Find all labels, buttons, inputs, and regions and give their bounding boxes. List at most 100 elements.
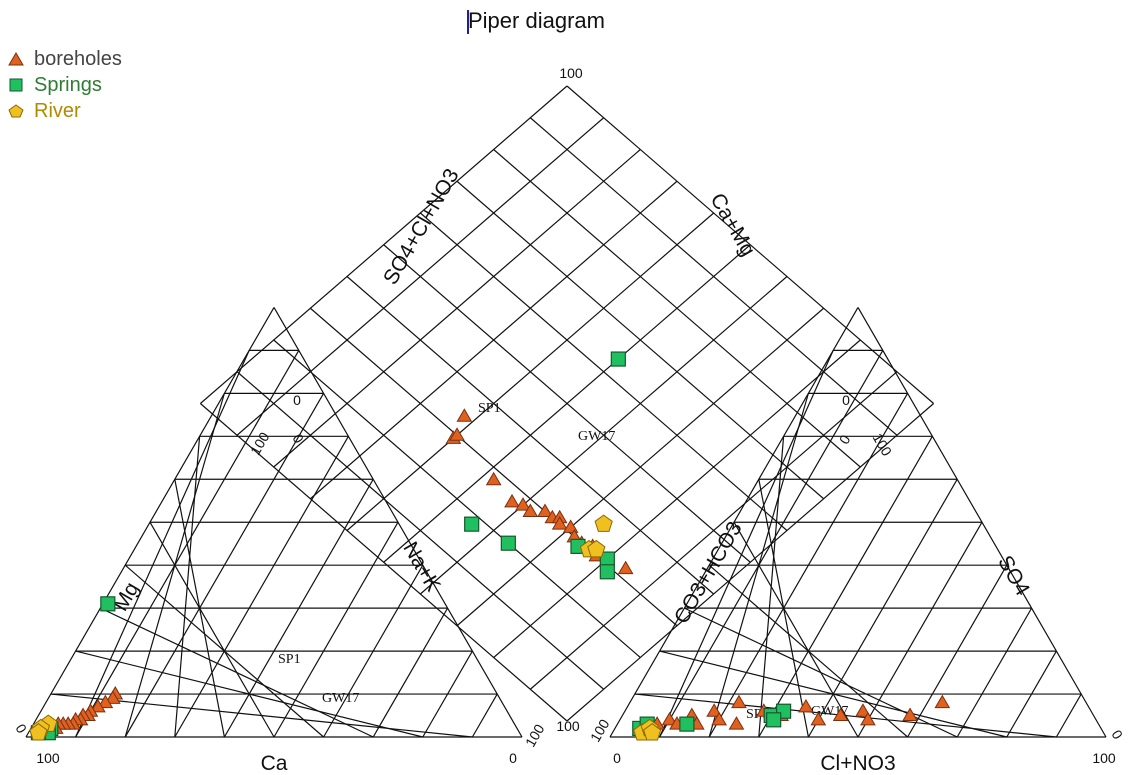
springs-diamond-point [610, 351, 626, 367]
text-cursor [467, 10, 469, 34]
boreholes-anion-point [798, 698, 814, 713]
springs-diamond-point [464, 516, 480, 532]
cation-grid-d2 [149, 521, 275, 738]
tick-label: 100 [587, 716, 613, 744]
axis-label-ca: Ca [261, 752, 288, 775]
cation-grid-d2 [75, 650, 423, 738]
boreholes-diamond-point [456, 408, 473, 422]
boreholes-diamond-point [485, 471, 502, 486]
tick-label: 100 [36, 750, 60, 766]
boreholes-diamond-point [449, 427, 465, 441]
grid-lines [25, 85, 1107, 738]
cation-grid-d2 [100, 607, 374, 738]
legend-label-springs: Springs [34, 74, 102, 96]
springs-diamond-point [500, 535, 516, 551]
boreholes-cation-point [90, 698, 106, 713]
cation-grid-d1 [422, 650, 473, 738]
tick-label: 0 [613, 750, 621, 766]
river-cation-point [29, 723, 48, 741]
triangle-icon [8, 52, 24, 66]
boreholes-anion-point [711, 711, 727, 726]
axis-label-nak: Na+K [398, 538, 444, 596]
diamond-grid-b [456, 180, 825, 500]
boreholes-diamond-point [522, 503, 539, 517]
diamond-grid-a [236, 117, 605, 436]
cation-grid-d1 [323, 564, 424, 738]
cation-grid-d2 [50, 693, 473, 738]
cation-grid-d2 [124, 564, 324, 738]
axis-label-so4: SO4 [993, 552, 1034, 600]
boreholes-anion-point [661, 711, 678, 726]
legend-item-river: River [8, 98, 122, 124]
legend-label-boreholes: boreholes [34, 48, 122, 70]
boreholes-diamond-point [551, 516, 568, 530]
cation-grid-d1 [273, 521, 399, 738]
boreholes-anion-point [706, 703, 723, 717]
axis-label-camg: Ca+Mg [706, 189, 760, 260]
boreholes-cation-point [97, 694, 114, 709]
tick-label: 0 [836, 432, 854, 447]
river-diamond-point [594, 514, 613, 532]
axis-label-co3hco3: CO3+HCO3 [670, 518, 747, 628]
tick-label: 0 [842, 392, 850, 408]
springs-cation-point [100, 596, 116, 612]
cation-grid-d1 [372, 607, 449, 738]
boreholes-anion-point [934, 694, 951, 709]
river-diamond-point [587, 539, 606, 558]
boreholes-anion-point [731, 694, 747, 709]
anion-grid-d1 [1006, 650, 1057, 738]
anion-grid-d2 [634, 693, 1057, 738]
boreholes-anion-point [855, 703, 871, 717]
tick-label: 100 [556, 718, 580, 734]
boreholes-anion-point [832, 707, 849, 722]
boreholes-diamond-point [515, 497, 531, 511]
tick-label: 0 [509, 750, 517, 766]
tick-label: 100 [1092, 750, 1116, 766]
diamond-grid-b [419, 212, 788, 531]
diamond-grid-b [529, 117, 898, 436]
annotation-label: GW17 [322, 691, 359, 706]
axis-label-so4clno3: SO4+Cl+NO3 [379, 165, 464, 289]
tick-label: 100 [870, 430, 896, 458]
springs-anion-point [679, 716, 695, 732]
pentagon-icon [8, 104, 24, 118]
tick-label: 0 [289, 431, 307, 446]
tick-label: 0 [293, 392, 301, 408]
diamond-grid-a [273, 149, 641, 468]
springs-diamond-point [599, 564, 615, 580]
diamond-grid-a [309, 180, 678, 500]
anion-grid-d1 [907, 564, 1008, 738]
axis-label-clno3: Cl+NO3 [820, 752, 895, 775]
boreholes-anion-point [810, 711, 827, 726]
anion-grid-d1 [956, 607, 1033, 738]
anion-grid-d1 [1055, 693, 1082, 738]
data-points [29, 351, 951, 741]
diamond-grid-a [346, 212, 715, 531]
diamond-grid-b [383, 244, 751, 563]
springs-anion-point [766, 712, 782, 728]
tick-label: 0 [1108, 727, 1126, 742]
legend: boreholes Springs River [8, 46, 122, 124]
boreholes-anion-point [902, 707, 918, 722]
annotation-label: GW17 [578, 429, 615, 444]
boreholes-diamond-point [504, 493, 520, 508]
anion-grid-d1 [857, 521, 983, 738]
river-anion-point [643, 723, 662, 741]
anion-grid-d2 [708, 564, 908, 738]
boreholes-diamond-point [537, 503, 553, 517]
annotation-label: SP1 [478, 401, 501, 416]
tick-label: 100 [522, 721, 548, 749]
legend-item-springs: Springs [8, 72, 122, 98]
anion-grid-d1 [758, 436, 933, 738]
cation-grid-d1 [471, 693, 498, 738]
legend-item-boreholes: boreholes [8, 46, 122, 72]
boreholes-anion-point [728, 716, 745, 730]
tick-label: 100 [559, 65, 583, 81]
diamond-grid-b [493, 149, 861, 468]
square-icon [9, 78, 23, 92]
boreholes-diamond-point [617, 560, 634, 575]
anion-grid-d2 [659, 650, 1007, 738]
chart-title: Piper diagram [468, 8, 605, 33]
